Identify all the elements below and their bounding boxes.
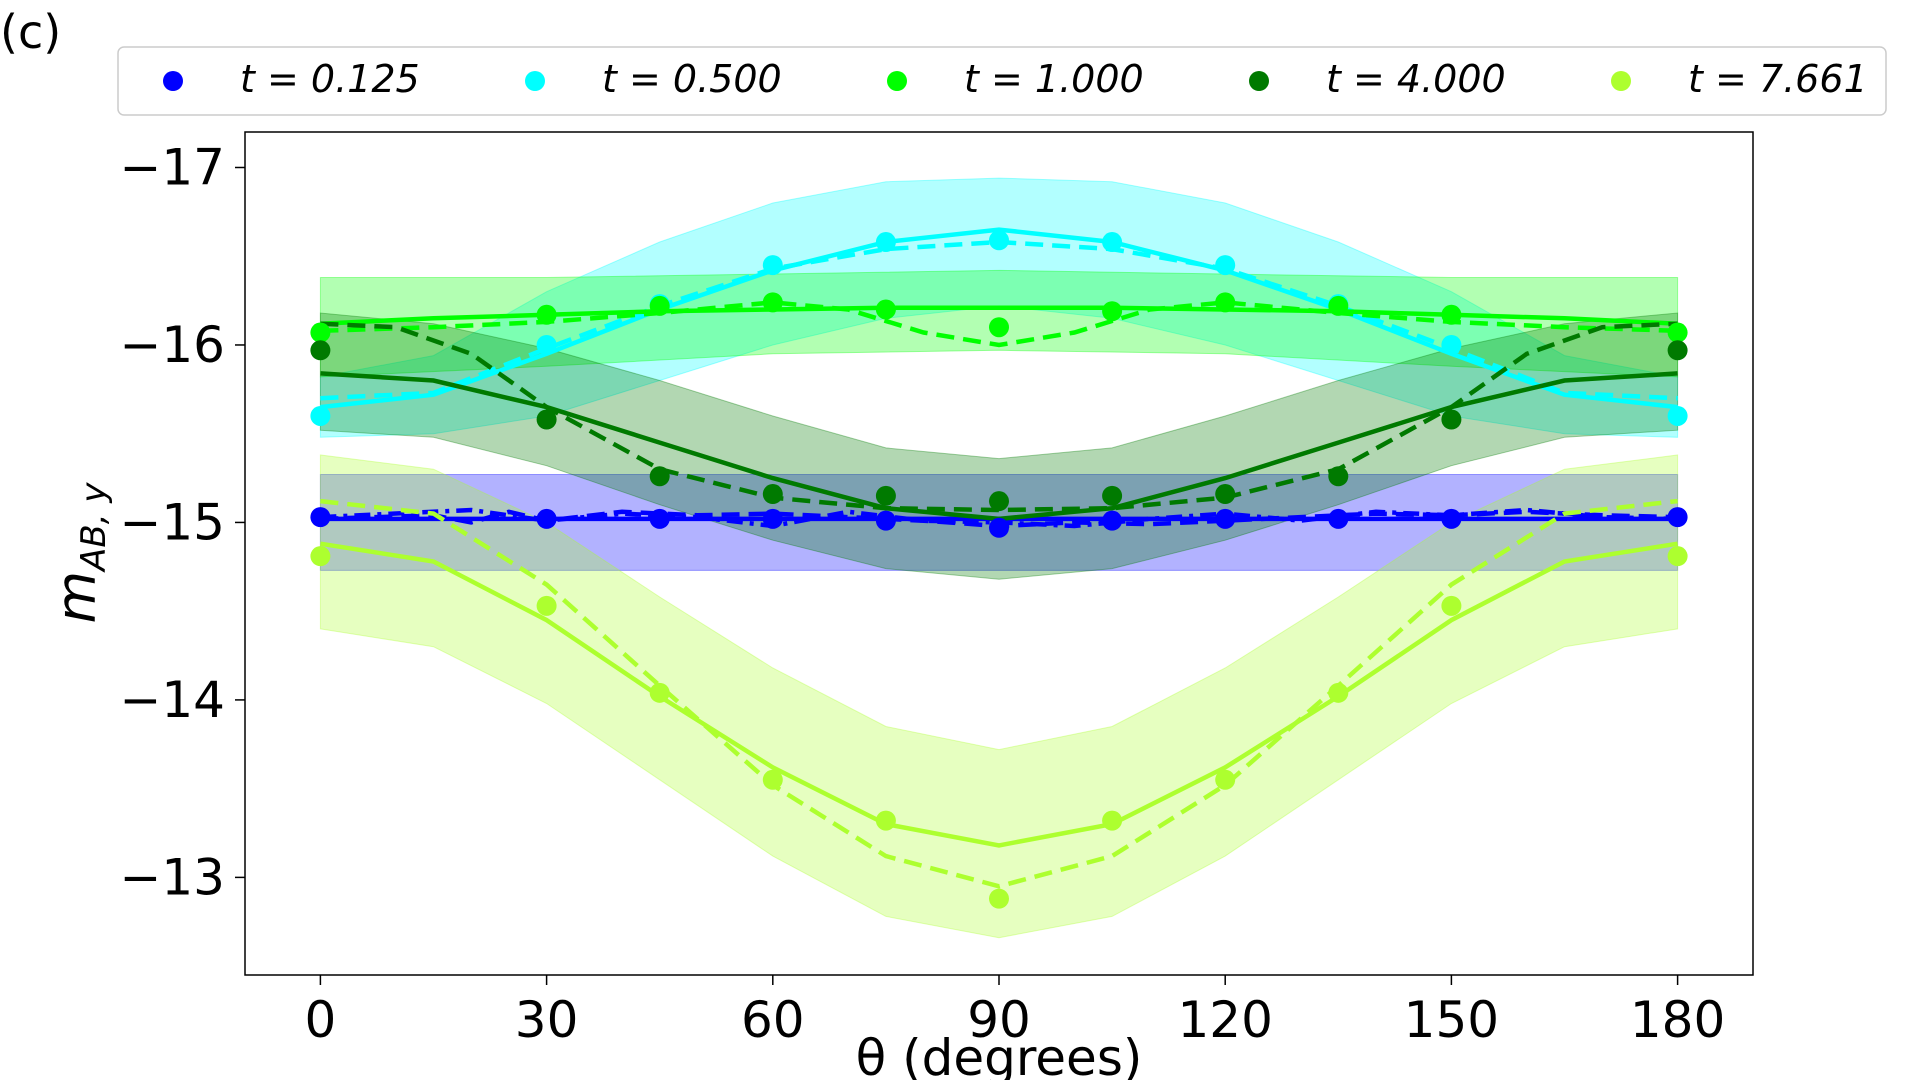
point-t-0-125-90 xyxy=(989,517,1009,538)
point-t-0-125-45 xyxy=(649,508,670,529)
point-t-7-661-30 xyxy=(536,595,557,616)
point-t-0-500-30 xyxy=(536,334,557,355)
point-t-4-000-90 xyxy=(989,491,1009,512)
point-t-4-000-60 xyxy=(762,484,783,505)
legend-label-t-0-500: t = 0.500 xyxy=(602,57,782,101)
point-t-7-661-135 xyxy=(1328,682,1349,703)
x-tick-label-0: 0 xyxy=(304,991,336,1049)
line-dashed-t-4-000 xyxy=(320,321,1678,513)
point-t-1-000-45 xyxy=(649,295,670,316)
point-t-7-661-0 xyxy=(310,546,331,567)
point-t-4-000-105 xyxy=(1102,485,1123,506)
x-axis-label: θ (degrees) xyxy=(856,1029,1143,1080)
x-tick-label-180: 180 xyxy=(1630,991,1725,1049)
point-t-0-125-180 xyxy=(1667,507,1688,528)
line-solid-t-7-661 xyxy=(320,541,1678,848)
point-t-0-125-150 xyxy=(1441,508,1462,529)
legend-label-t-4-000: t = 4.000 xyxy=(1326,57,1506,101)
line-dashed-t-7-661 xyxy=(320,498,1678,889)
y-axis: −17 −16 −15 −14 −13 xyxy=(119,138,245,906)
point-t-4-000-75 xyxy=(875,485,896,506)
point-t-1-000-150 xyxy=(1441,304,1462,325)
point-t-0-125-135 xyxy=(1328,508,1349,529)
legend-label-t-7-661: t = 7.661 xyxy=(1688,57,1868,101)
point-t-1-000-135 xyxy=(1328,295,1349,316)
point-t-4-000-30 xyxy=(536,409,557,430)
point-t-4-000-150 xyxy=(1441,409,1462,430)
y-tick-label--17: −17 xyxy=(119,138,225,196)
point-t-0-125-0 xyxy=(310,507,331,528)
legend-marker-t-0-500 xyxy=(525,71,545,91)
y-tick-label--16: −16 xyxy=(119,316,225,374)
legend-marker-t-1-000 xyxy=(887,71,907,91)
point-t-0-500-150 xyxy=(1441,334,1462,355)
point-t-4-000-0 xyxy=(310,340,331,361)
point-t-7-661-75 xyxy=(875,810,896,831)
x-axis: 0 30 60 90 120 150 180 xyxy=(304,975,1725,1049)
point-t-4-000-120 xyxy=(1215,484,1236,505)
band-t-0-500 xyxy=(319,177,1679,438)
y-tick-label--14: −14 xyxy=(119,671,225,729)
band-t-7-661 xyxy=(319,454,1679,939)
point-t-0-500-60 xyxy=(762,255,783,276)
x-tick-label-120: 120 xyxy=(1177,991,1272,1049)
point-t-7-661-90 xyxy=(989,888,1009,909)
point-t-0-500-90 xyxy=(989,230,1009,251)
legend: t = 0.125 t = 0.500 t = 1.000 t = 4.000 t = … xyxy=(117,46,1887,116)
point-t-0-500-105 xyxy=(1102,232,1123,253)
point-t-4-000-135 xyxy=(1328,466,1349,487)
point-t-0-500-180 xyxy=(1667,405,1688,426)
legend-frame xyxy=(117,46,1887,116)
y-axis-label: mAB, y xyxy=(45,482,114,624)
series-points xyxy=(310,230,1688,909)
point-t-4-000-180 xyxy=(1667,340,1688,361)
line-dashdot-t-0-125 xyxy=(320,507,1678,529)
legend-marker-t-4-000 xyxy=(1249,71,1269,91)
line-dashed-t-1-000 xyxy=(320,300,1678,348)
x-tick-label-150: 150 xyxy=(1404,991,1499,1049)
point-t-1-000-60 xyxy=(762,292,783,313)
point-t-4-000-45 xyxy=(649,466,670,487)
point-t-0-500-120 xyxy=(1215,255,1236,276)
y-axis-label-main: m xyxy=(45,571,108,624)
x-tick-label-90: 90 xyxy=(967,991,1031,1049)
point-t-1-000-30 xyxy=(536,304,557,325)
x-tick-label-30: 30 xyxy=(515,991,579,1049)
point-t-7-661-45 xyxy=(649,682,670,703)
error-bands xyxy=(319,177,1679,939)
x-tick-label-60: 60 xyxy=(741,991,805,1049)
point-t-7-661-150 xyxy=(1441,595,1462,616)
point-t-7-661-105 xyxy=(1102,810,1123,831)
point-t-0-500-0 xyxy=(310,405,331,426)
point-t-1-000-180 xyxy=(1667,322,1688,343)
legend-marker-t-7-661 xyxy=(1611,71,1631,91)
point-t-0-125-105 xyxy=(1102,510,1123,531)
point-t-0-500-75 xyxy=(875,232,896,253)
point-t-1-000-105 xyxy=(1102,301,1123,322)
point-t-7-661-120 xyxy=(1215,769,1236,790)
legend-label-t-0-125: t = 0.125 xyxy=(240,57,420,101)
point-t-7-661-60 xyxy=(762,769,783,790)
point-t-1-000-120 xyxy=(1215,292,1236,313)
panel-label: (c) xyxy=(0,5,61,59)
y-axis-label-sub: AB, y xyxy=(74,482,114,573)
point-t-1-000-75 xyxy=(875,299,896,320)
point-t-7-661-180 xyxy=(1667,546,1688,567)
point-t-1-000-0 xyxy=(310,322,331,343)
legend-marker-t-0-125 xyxy=(163,71,183,91)
y-tick-label--15: −15 xyxy=(119,493,225,551)
legend-label-t-1-000: t = 1.000 xyxy=(964,57,1144,101)
point-t-0-125-30 xyxy=(536,508,557,529)
point-t-0-125-75 xyxy=(875,510,896,531)
point-t-0-125-60 xyxy=(762,508,783,529)
point-t-0-125-120 xyxy=(1215,508,1236,529)
y-tick-label--13: −13 xyxy=(119,848,225,906)
point-t-1-000-90 xyxy=(989,317,1009,338)
